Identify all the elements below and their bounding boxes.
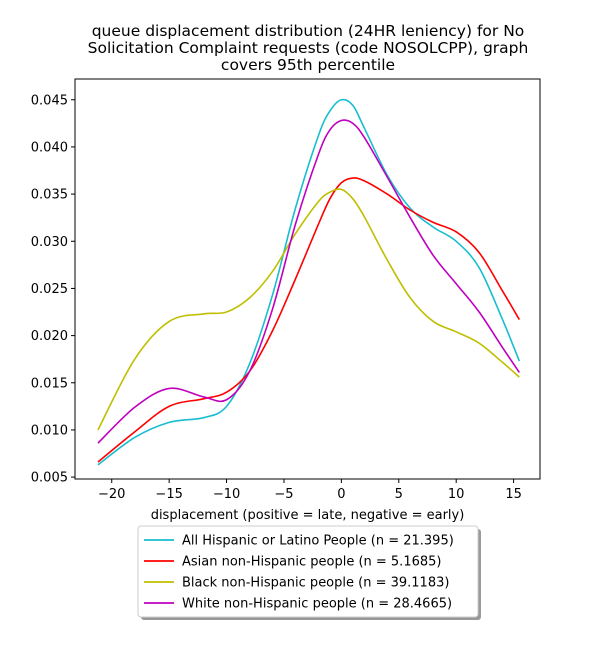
y-tick-label: 0.020 (31, 329, 68, 344)
y-tick-label: 0.040 (31, 140, 68, 155)
x-tick-label: −5 (274, 487, 293, 502)
y-tick-label: 0.015 (31, 376, 68, 391)
x-tick-label: −15 (155, 487, 182, 502)
axis-ticks: −20 −15 −10 −5 0 5 10 15 0.005 0.010 0.015 0.020 0.0… (31, 93, 522, 502)
series-line-1 (97, 98, 521, 466)
legend-label-4: White non-Hispanic people (n = 28.4665) (182, 597, 452, 612)
legend-label-2: Asian non-Hispanic people (n = 5.1685) (182, 555, 441, 570)
plot-area-frame (74, 78, 541, 480)
y-tick-label: 0.035 (31, 188, 68, 203)
series-line-2 (97, 177, 521, 463)
chart-title-line-2: Solicitation Complaint requests (code NO… (88, 39, 529, 57)
x-tick-label: 10 (448, 487, 465, 502)
x-tick-label: −20 (98, 487, 125, 502)
x-tick-label: 0 (337, 487, 345, 502)
y-tick-label: 0.005 (31, 471, 68, 486)
x-axis-label: displacement (positive = late, negative … (151, 508, 465, 523)
legend-label-3: Black non-Hispanic people (n = 39.1183) (182, 576, 449, 591)
y-tick-label: 0.010 (31, 423, 68, 438)
y-tick-label: 0.045 (31, 93, 68, 108)
y-tick-label: 0.030 (31, 235, 68, 250)
legend: All Hispanic or Latino People (n = 21.39… (137, 525, 481, 620)
x-tick-label: 15 (505, 487, 522, 502)
series-line-4 (97, 119, 520, 444)
legend-label-1: All Hispanic or Latino People (n = 21.39… (182, 534, 454, 549)
legend-box (137, 525, 479, 618)
x-tick-label: −10 (213, 487, 240, 502)
series-lines (97, 98, 521, 466)
y-tick-label: 0.025 (31, 282, 68, 297)
chart-title-line-1: queue displacement distribution (24HR le… (92, 22, 525, 40)
series-line-3 (97, 188, 520, 431)
chart-title: queue displacement distribution (24HR le… (88, 22, 529, 74)
chart-title-line-3: covers 95th percentile (221, 56, 395, 74)
x-tick-label: 5 (395, 487, 403, 502)
